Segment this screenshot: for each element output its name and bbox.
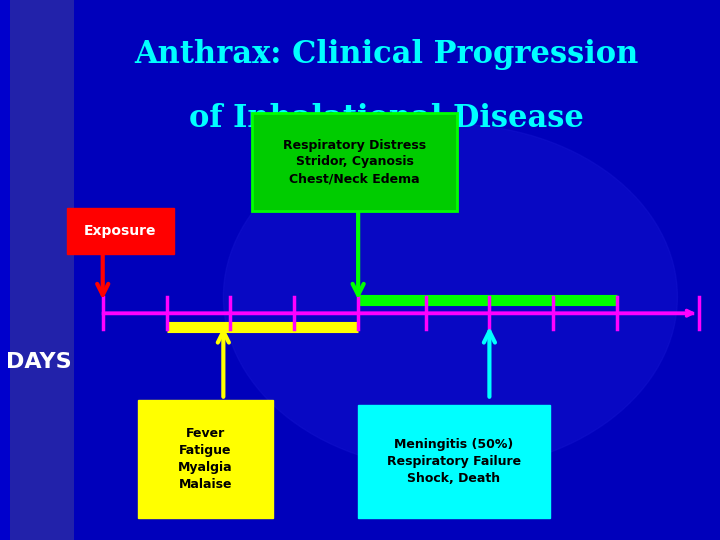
Text: of Inhalational Disease: of Inhalational Disease (189, 103, 584, 134)
Text: Meningitis (50%)
Respiratory Failure
Shock, Death: Meningitis (50%) Respiratory Failure Sho… (387, 438, 521, 485)
Circle shape (223, 124, 678, 470)
FancyBboxPatch shape (358, 405, 549, 518)
Text: Respiratory Distress
Stridor, Cyanosis
Chest/Neck Edema: Respiratory Distress Stridor, Cyanosis C… (283, 138, 426, 186)
FancyBboxPatch shape (138, 400, 273, 518)
FancyBboxPatch shape (74, 0, 720, 540)
Text: Fever
Fatigue
Myalgia
Malaise: Fever Fatigue Myalgia Malaise (179, 427, 233, 491)
Text: Exposure: Exposure (84, 224, 157, 238)
FancyBboxPatch shape (11, 0, 74, 540)
FancyBboxPatch shape (252, 113, 457, 211)
Text: DAYS: DAYS (6, 352, 72, 372)
FancyBboxPatch shape (67, 208, 174, 254)
Text: Anthrax: Clinical Progression: Anthrax: Clinical Progression (135, 38, 639, 70)
